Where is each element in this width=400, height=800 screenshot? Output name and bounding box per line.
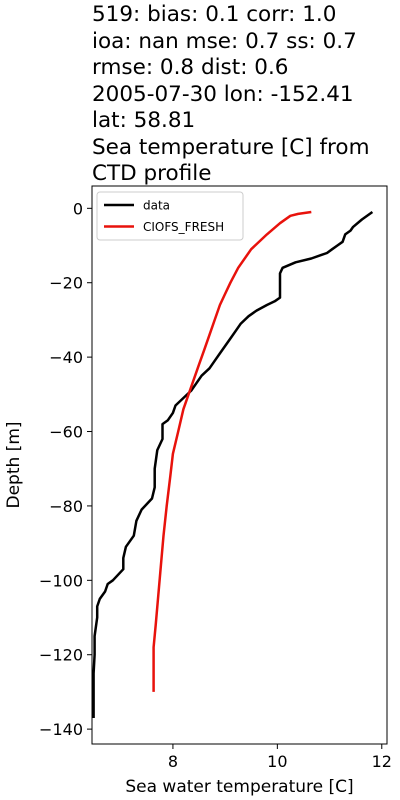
y-tick-label: −140	[39, 720, 83, 739]
title-line-6: Sea temperature [C] from	[92, 134, 370, 160]
legend: data CIOFS_FRESH	[96, 191, 244, 241]
series-line-ciofs-fresh	[152, 210, 312, 692]
x-tick-label: 10	[267, 752, 287, 771]
x-tick-label: 8	[168, 752, 178, 771]
title-line-1: 519: bias: 0.1 corr: 1.0	[92, 2, 337, 27]
title-line-4: 2005-07-30 lon: -152.41	[92, 81, 354, 107]
legend-label: data	[143, 199, 170, 213]
y-tick-label: −80	[49, 497, 83, 516]
y-tick-label: 0	[73, 199, 83, 218]
legend-label: CIOFS_FRESH	[143, 220, 224, 234]
x-tick-label: 12	[372, 752, 392, 771]
y-tick-label: −40	[49, 348, 83, 367]
title-line-7: CTD profile	[92, 161, 212, 186]
series-line-data	[92, 210, 374, 718]
axes-frame	[91, 185, 388, 745]
y-tick-label: −20	[49, 274, 83, 293]
plot-lines	[92, 210, 374, 718]
y-tick-label: −120	[39, 646, 83, 665]
x-axis-label: Sea water temperature [C]	[125, 777, 353, 797]
title-line-2: ioa: nan mse: 0.7 ss: 0.7	[92, 28, 357, 54]
y-axis-label: Depth [m]	[4, 421, 24, 508]
y-tick-label: −60	[49, 423, 83, 442]
title-line-5: lat: 58.81	[92, 108, 196, 133]
title-line-3: rmse: 0.8 dist: 0.6	[92, 55, 289, 80]
y-axis-ticks: 0 −20 −40 −60 −80 −100 −120 −140	[39, 199, 92, 739]
x-axis-ticks: 8 10 12	[168, 744, 392, 771]
y-tick-label: −100	[39, 571, 83, 590]
chart-title: 519: bias: 0.1 corr: 1.0 ioa: nan mse: 0.…	[92, 2, 397, 188]
